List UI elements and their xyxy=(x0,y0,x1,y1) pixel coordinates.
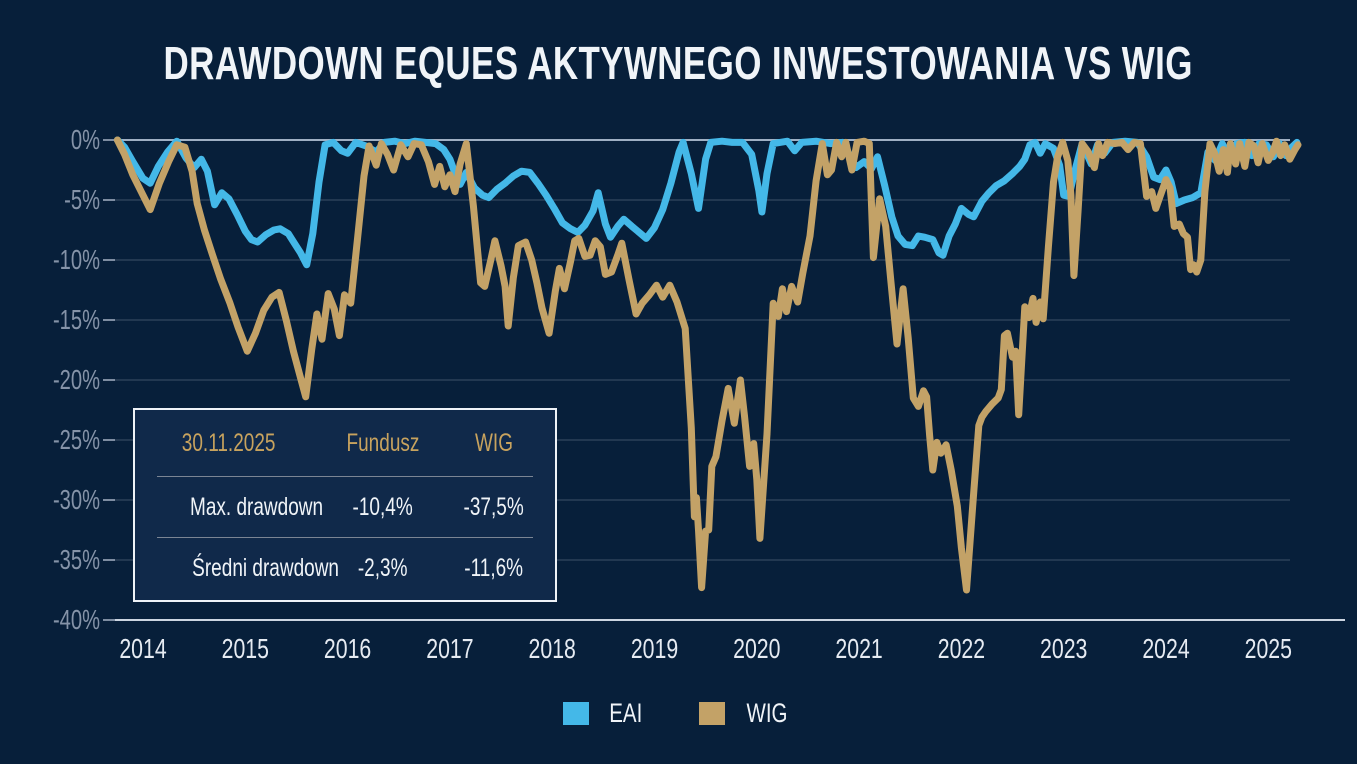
avg-drawdown-wig-value: -11,6% xyxy=(464,553,524,582)
avg-drawdown-fund-value: -2,3% xyxy=(358,553,408,582)
x-axis-label: 2023 xyxy=(1040,633,1087,665)
legend-item-eai: EAI xyxy=(562,698,648,729)
y-axis-label: -20% xyxy=(53,365,100,396)
chart-legend: EAI WIG xyxy=(0,698,1357,729)
x-axis-label: 2017 xyxy=(426,633,473,665)
chart-title-text: DRAWDOWN EQUES AKTYWNEGO INWESTOWANIA VS… xyxy=(163,37,1194,89)
x-axis-label: 2021 xyxy=(835,633,882,665)
x-axis-label: 2022 xyxy=(938,633,985,665)
avg-drawdown-label: Średni drawdown xyxy=(192,553,339,582)
y-axis-label: -10% xyxy=(53,245,100,276)
table-row-avg-drawdown: Średni drawdown -2,3% -11,6% xyxy=(135,538,555,598)
table-separator xyxy=(157,476,533,477)
wig-legend-label: WIG xyxy=(746,698,788,728)
y-axis-label: -35% xyxy=(53,545,100,576)
table-separator xyxy=(157,537,533,538)
x-axis-label: 2018 xyxy=(529,633,576,665)
y-axis-label: -25% xyxy=(53,425,100,456)
y-axis-label: -40% xyxy=(53,605,100,636)
eai-line xyxy=(113,136,1301,269)
legend-item-wig: WIG xyxy=(699,698,794,729)
wig-line xyxy=(113,136,1302,594)
y-axis-label: 0% xyxy=(71,125,100,156)
eai-swatch-icon xyxy=(562,702,589,725)
table-header-row: 30.11.2025 Fundusz WIG xyxy=(135,410,555,476)
x-axis-label: 2024 xyxy=(1142,633,1189,665)
eai-legend-label: EAI xyxy=(608,698,643,728)
summary-table: 30.11.2025 Fundusz WIG Max. drawdown -10… xyxy=(133,408,557,602)
y-axis-label: -15% xyxy=(53,305,100,336)
table-row-max-drawdown: Max. drawdown -10,4% -37,5% xyxy=(135,477,555,537)
x-axis-label: 2016 xyxy=(324,633,371,665)
table-col-fundusz: Fundusz xyxy=(346,428,420,457)
x-axis-label: 2025 xyxy=(1245,633,1292,665)
x-axis-label: 2020 xyxy=(733,633,780,665)
x-axis-label: 2014 xyxy=(119,633,166,665)
y-axis-label: -30% xyxy=(53,485,100,516)
max-drawdown-fund-value: -10,4% xyxy=(352,492,414,521)
y-axis-label: -5% xyxy=(64,185,100,216)
max-drawdown-label: Max. drawdown xyxy=(190,492,324,521)
wig-swatch-icon xyxy=(699,702,726,725)
x-axis-label: 2019 xyxy=(631,633,678,665)
table-col-wig: WIG xyxy=(475,428,513,457)
page-title: DRAWDOWN EQUES AKTYWNEGO INWESTOWANIA VS… xyxy=(0,36,1357,90)
table-date: 30.11.2025 xyxy=(182,428,276,457)
max-drawdown-wig-value: -37,5% xyxy=(463,492,525,521)
x-axis-label: 2015 xyxy=(222,633,269,665)
